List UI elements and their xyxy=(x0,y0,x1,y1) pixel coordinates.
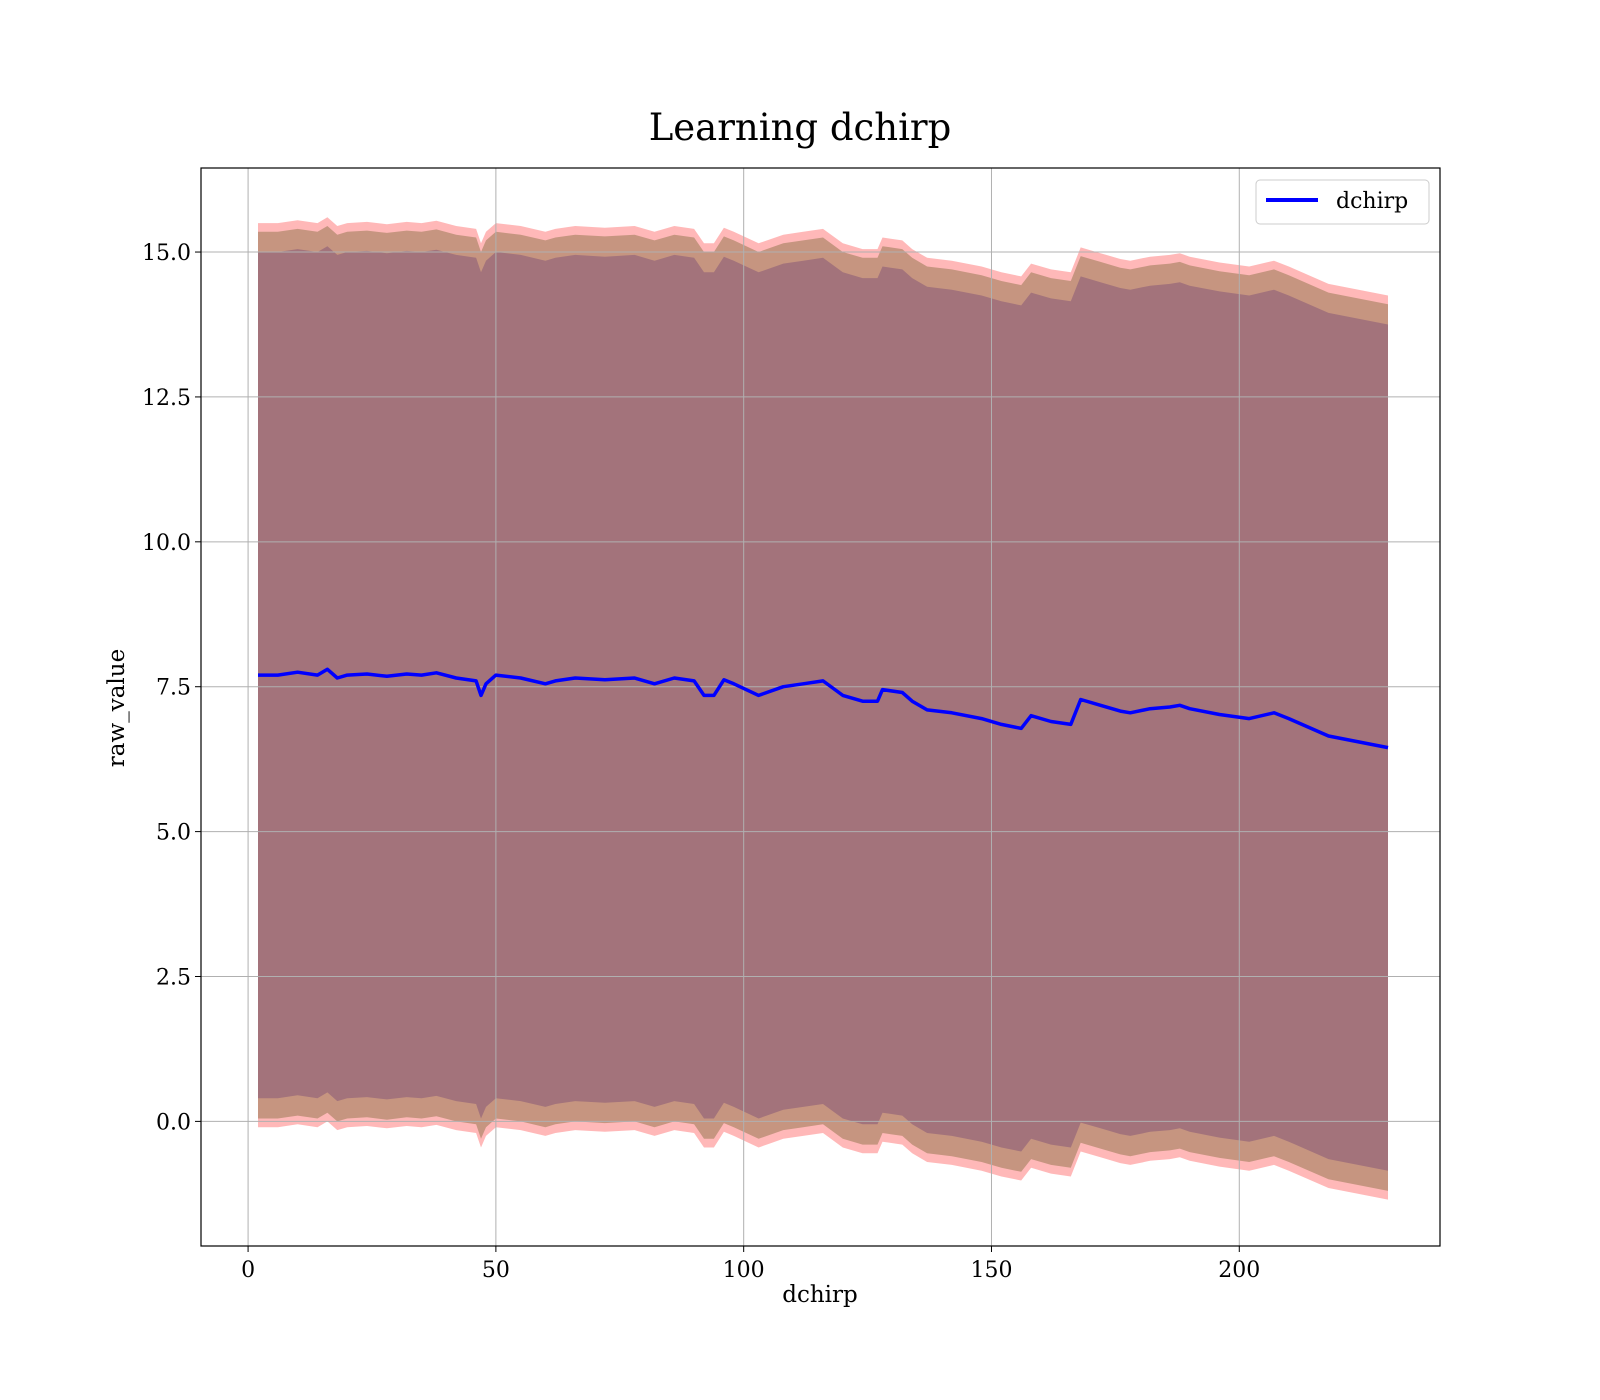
grid-lines xyxy=(201,168,1440,1246)
confidence-bands xyxy=(258,217,1388,1200)
x-axis-ticks: 0 50 100 150 200 xyxy=(241,1246,1260,1283)
legend-box xyxy=(1255,179,1430,225)
y-tick-label: 7.5 xyxy=(156,676,191,701)
x-axis-label: dchirp xyxy=(782,1282,858,1308)
x-tick-label: 100 xyxy=(723,1258,765,1283)
y-tick-label: 10.0 xyxy=(142,531,191,556)
band-inner xyxy=(258,246,1388,1171)
series-line-dchirp xyxy=(258,667,1389,750)
legend: dchirp xyxy=(1255,179,1430,225)
y-axis-label: raw_value xyxy=(104,649,130,767)
series-lines xyxy=(258,667,1389,750)
y-tick-label: 2.5 xyxy=(156,966,191,991)
plot-frame xyxy=(200,167,1441,1247)
x-tick-label: 0 xyxy=(241,1258,255,1283)
y-tick-label: 0.0 xyxy=(156,1110,191,1135)
y-axis-ticks: 0.0 2.5 5.0 7.5 10.0 12.5 15.0 xyxy=(142,241,201,1135)
y-tick-label: 12.5 xyxy=(142,386,191,411)
x-tick-label: 200 xyxy=(1218,1258,1260,1283)
y-tick-label: 15.0 xyxy=(142,241,191,266)
x-tick-label: 50 xyxy=(482,1258,510,1283)
x-tick-label: 150 xyxy=(970,1258,1012,1283)
legend-label: dchirp xyxy=(1336,189,1408,214)
chart-title: Learning dchirp xyxy=(649,106,952,149)
y-tick-label: 5.0 xyxy=(156,821,191,846)
